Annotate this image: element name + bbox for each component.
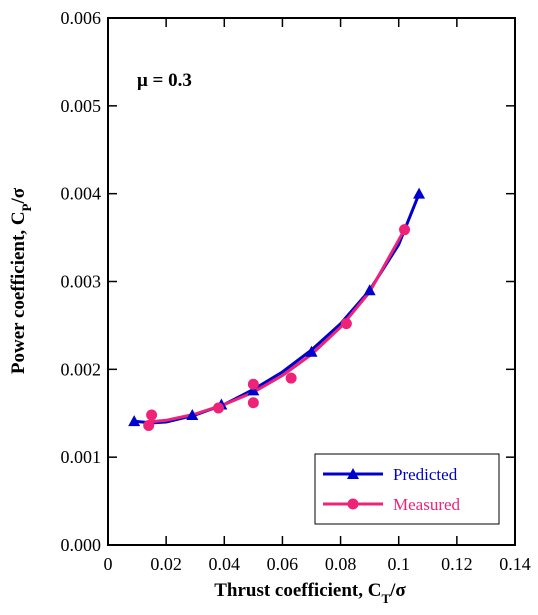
y-tick-label: 0.005 bbox=[61, 96, 102, 116]
series-curves bbox=[134, 193, 421, 425]
data-point-measured bbox=[247, 378, 259, 390]
data-point-predicted bbox=[247, 384, 260, 396]
y-axis-title: Power coefficient, CP/σ bbox=[8, 187, 34, 374]
x-tick-label: 0.08 bbox=[325, 554, 357, 574]
y-tick-label: 0.000 bbox=[61, 535, 102, 555]
x-tick-label: 0.02 bbox=[150, 554, 182, 574]
series-line-predicted bbox=[134, 193, 421, 425]
legend-marker-predicted bbox=[347, 468, 359, 479]
y-tick-label: 0.001 bbox=[61, 447, 102, 467]
y-tick-label: 0.002 bbox=[61, 359, 102, 379]
data-point-predicted bbox=[363, 284, 376, 296]
x-tick-label: 0.12 bbox=[441, 554, 473, 574]
x-tick-label: 0 bbox=[104, 554, 113, 574]
data-point-measured bbox=[340, 318, 352, 330]
legend-marker-measured bbox=[347, 498, 359, 510]
legend: Predicted Measured bbox=[314, 453, 500, 525]
data-point-measured bbox=[212, 402, 224, 414]
data-point-measured bbox=[247, 397, 259, 409]
x-axis-title: Thrust coefficient, CT/σ bbox=[214, 580, 406, 606]
data-point-predicted bbox=[128, 415, 141, 427]
data-point-predicted bbox=[186, 409, 199, 421]
data-point-measured bbox=[146, 409, 158, 421]
series-markers bbox=[128, 187, 426, 432]
y-tick-label: 0.006 bbox=[61, 8, 102, 28]
x-tick-label: 0.14 bbox=[499, 554, 531, 574]
data-point-predicted bbox=[305, 345, 318, 357]
legend-label-predicted: Predicted bbox=[393, 465, 458, 484]
series-line-measured bbox=[148, 228, 406, 424]
x-tick-label: 0.1 bbox=[387, 554, 410, 574]
legend-label-measured: Measured bbox=[393, 495, 461, 514]
data-point-measured bbox=[399, 224, 411, 236]
y-tick-label: 0.004 bbox=[61, 184, 102, 204]
data-point-measured bbox=[285, 372, 297, 384]
legend-box bbox=[314, 453, 500, 525]
data-point-predicted bbox=[413, 187, 426, 199]
x-tick-label: 0.06 bbox=[267, 554, 299, 574]
mu-annotation: μ = 0.3 bbox=[137, 70, 192, 91]
axis-ticks: 0 0.02 0.04 0.06 0.08 0.1 0.12 0.14 0.000 0.001 0.… bbox=[61, 8, 531, 574]
y-tick-label: 0.003 bbox=[61, 272, 102, 292]
data-point-measured bbox=[143, 420, 155, 432]
x-tick-label: 0.04 bbox=[209, 554, 241, 574]
